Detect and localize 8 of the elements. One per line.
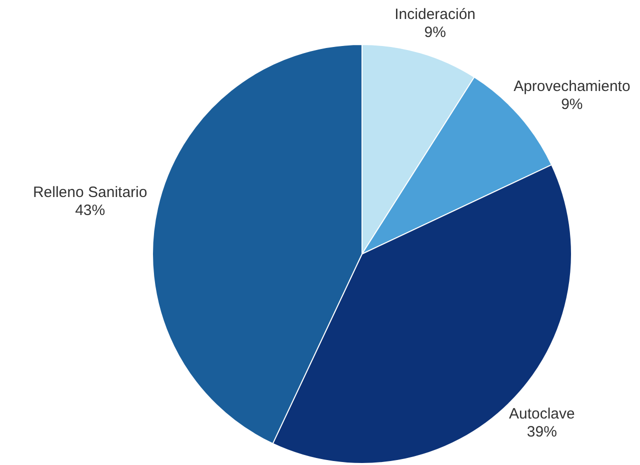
slice-label: Incideración — [394, 6, 476, 24]
slice-label: Relleno Sanitario — [32, 184, 148, 201]
data-label: 9% — [424, 24, 446, 42]
data-label: 9% — [561, 96, 583, 113]
data-label: 39% — [526, 423, 557, 440]
slice-label: Aprovechamiento — [514, 78, 630, 95]
slice-label: Autoclave — [508, 405, 575, 422]
data-label: 43% — [75, 202, 106, 219]
